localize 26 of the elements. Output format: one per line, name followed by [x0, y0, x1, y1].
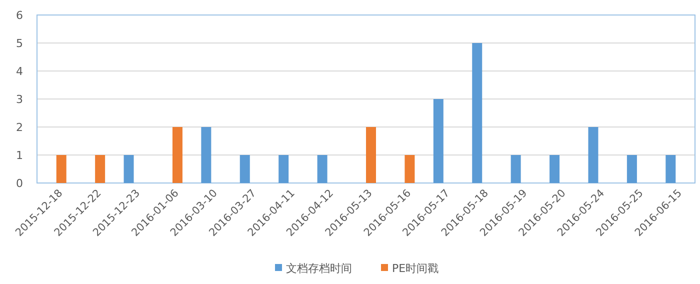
legend-label: 文档存档时间	[286, 262, 352, 275]
bar	[433, 99, 444, 183]
bar	[172, 127, 182, 183]
bar	[56, 155, 66, 183]
bar	[626, 155, 637, 183]
bar	[588, 127, 598, 183]
y-tick-label: 3	[16, 92, 23, 106]
bar	[472, 43, 482, 183]
bar	[550, 155, 560, 183]
bar	[201, 127, 212, 183]
y-tick-label: 5	[16, 36, 23, 50]
bar	[240, 155, 250, 183]
y-tick-label: 1	[16, 148, 23, 162]
y-tick-label: 4	[16, 64, 23, 78]
bar	[510, 155, 521, 183]
bar	[124, 155, 134, 183]
y-tick-label: 6	[16, 8, 23, 22]
bar	[278, 155, 289, 183]
bar	[666, 155, 676, 183]
bar	[95, 155, 106, 183]
legend-label: PE时间戳	[392, 262, 439, 275]
bar	[366, 127, 376, 183]
bar	[404, 155, 415, 183]
y-tick-label: 0	[16, 176, 23, 190]
y-tick-label: 2	[16, 120, 23, 134]
bar	[317, 155, 328, 183]
